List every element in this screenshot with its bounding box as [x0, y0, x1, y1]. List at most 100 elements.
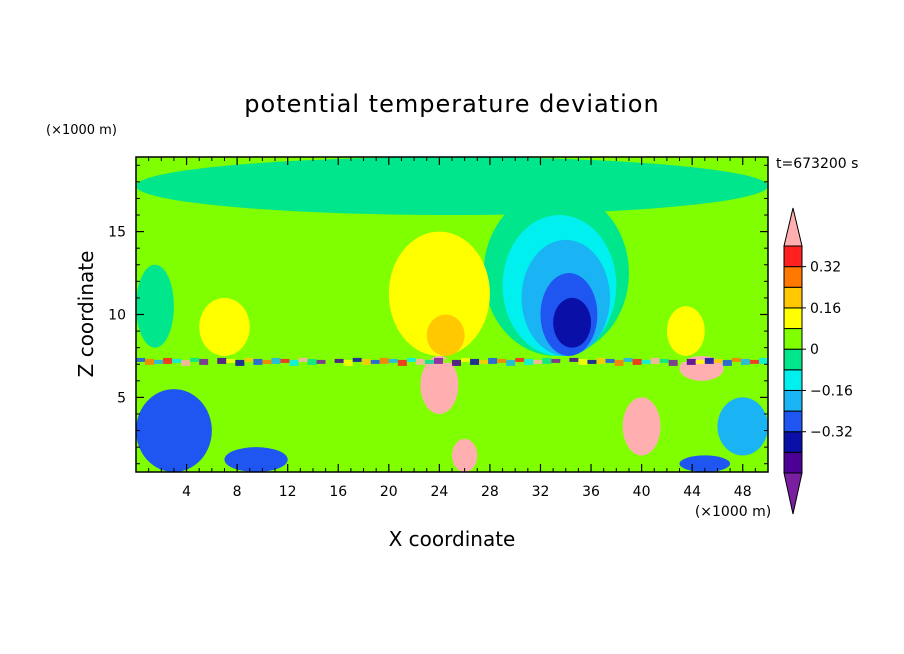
colorbar-segment — [783, 410, 803, 433]
inversion-band-segment — [307, 358, 317, 365]
inversion-band-segment — [253, 358, 263, 365]
x-tick-label: 48 — [734, 484, 752, 500]
inversion-band-segment — [542, 357, 552, 364]
inversion-band-segment — [479, 359, 489, 364]
inversion-band-segment — [136, 357, 146, 362]
contour-region — [622, 397, 661, 456]
inversion-band-segment — [298, 357, 308, 362]
contour-region — [452, 438, 478, 472]
inversion-band-segment — [244, 357, 254, 362]
x-tick-label: 12 — [279, 484, 297, 500]
inversion-band-segment — [325, 357, 335, 364]
contour-region — [426, 314, 465, 356]
inversion-band-segment — [758, 357, 768, 364]
inversion-band-segment — [397, 359, 407, 366]
inversion-band-segment — [623, 357, 633, 362]
contour-plot-area — [136, 157, 768, 472]
inversion-band-segment — [596, 357, 606, 364]
inversion-band-segment — [361, 358, 371, 365]
inversion-band-segment — [271, 357, 281, 364]
inversion-band-segment — [488, 357, 498, 364]
inversion-band-segment — [722, 359, 732, 366]
colorbar-label: −0.32 — [810, 425, 853, 441]
inversion-band-segment — [226, 358, 236, 363]
y-tick-label: 10 — [108, 308, 126, 324]
x-tick-label: 32 — [532, 484, 550, 500]
x-axis-label: X coordinate — [389, 527, 516, 551]
contour-region — [136, 389, 212, 472]
inversion-band-segment — [650, 357, 660, 364]
colorbar-min-extension — [783, 472, 803, 515]
contour-regions — [136, 157, 768, 472]
inversion-band-segment — [199, 358, 209, 365]
colorbar-segment — [783, 266, 803, 288]
inversion-band-segment — [217, 357, 227, 364]
inversion-band-segment — [578, 358, 588, 365]
colorbar-segment — [783, 431, 803, 453]
y-tick-label: 5 — [117, 390, 126, 406]
inversion-band-segment — [442, 358, 452, 363]
inversion-band-segment — [433, 357, 443, 364]
x-unit-label: (×1000 m) — [695, 504, 771, 520]
colorbar: 0.32 0.16 0 −0.16 −0.32 — [783, 207, 853, 515]
colorbar-segment — [783, 245, 803, 268]
contour-region — [199, 297, 250, 356]
colorbar-label: 0 — [810, 342, 819, 358]
inversion-band-segment — [461, 357, 471, 362]
inversion-band-segment — [172, 358, 182, 363]
contour-region — [136, 157, 768, 216]
inversion-band-segment — [587, 359, 597, 364]
inversion-band-segment — [190, 357, 200, 362]
inversion-band-segment — [695, 359, 705, 364]
inversion-band-segment — [686, 358, 696, 365]
y-axis-label: Z coordinate — [74, 251, 98, 378]
inversion-band-segment — [641, 359, 651, 364]
colorbar-segment — [783, 369, 803, 391]
y-unit-label: (×1000 m) — [46, 123, 117, 138]
chart-title: potential temperature deviation — [244, 90, 659, 118]
inversion-band-segment — [262, 359, 272, 364]
x-tick-label: 24 — [430, 484, 448, 500]
contour-region — [553, 297, 592, 348]
inversion-band-segment — [424, 359, 434, 364]
inversion-band-segment — [208, 359, 218, 364]
inversion-band-segment — [668, 359, 678, 366]
inversion-band-segment — [677, 357, 687, 362]
y-axis-ticks: 5 10 15 — [108, 164, 768, 465]
colorbar-segment — [783, 286, 803, 309]
x-axis-ticks: 4 8 12 16 20 24 28 32 36 40 44 48 — [148, 157, 756, 500]
inversion-banding — [136, 357, 768, 366]
colorbar-segment — [783, 389, 803, 412]
inversion-band-segment — [406, 357, 416, 362]
inversion-band-segment — [334, 358, 344, 363]
x-tick-label: 28 — [481, 484, 499, 500]
x-tick-label: 16 — [329, 484, 347, 500]
y-tick-label: 15 — [108, 225, 126, 241]
inversion-band-segment — [181, 359, 191, 366]
inversion-band-segment — [154, 359, 164, 364]
inversion-band-segment — [343, 359, 353, 366]
inversion-band-segment — [497, 358, 507, 363]
x-tick-label: 8 — [233, 484, 242, 500]
inversion-band-segment — [569, 357, 579, 362]
x-tick-label: 36 — [582, 484, 600, 500]
x-tick-label: 4 — [182, 484, 191, 500]
contour-region — [136, 264, 174, 348]
inversion-band-segment — [713, 358, 723, 363]
inversion-band-segment — [388, 358, 398, 363]
colorbar-segment — [783, 307, 803, 330]
inversion-band-segment — [614, 359, 624, 366]
inversion-band-segment — [704, 357, 714, 364]
x-tick-label: 40 — [633, 484, 651, 500]
contour-region — [224, 447, 288, 472]
colorbar-label: −0.16 — [810, 383, 853, 399]
inversion-band-segment — [235, 359, 245, 366]
x-tick-label: 20 — [380, 484, 398, 500]
inversion-band-segment — [316, 359, 326, 364]
x-tick-label: 44 — [683, 484, 701, 500]
time-label: t=673200 s — [776, 156, 858, 172]
colorbar-label: 0.32 — [810, 260, 841, 276]
inversion-band-segment — [740, 358, 750, 365]
inversion-band-segment — [749, 359, 759, 364]
